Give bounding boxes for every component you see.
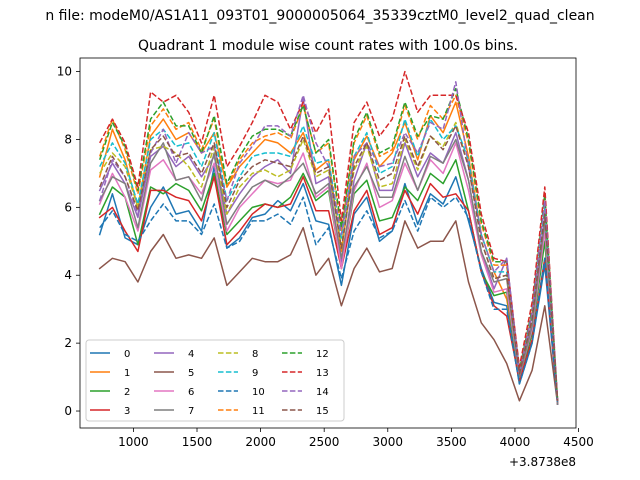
- x-offset-label: +3.8738e8: [509, 455, 576, 469]
- series-line-12: [98, 87, 559, 401]
- y-axis: 0 2 4 6 8 10: [57, 65, 80, 418]
- legend-label-13: 13: [316, 368, 329, 379]
- series-line-9: [99, 118, 559, 401]
- x-tick-label: 2500: [309, 435, 340, 449]
- y-tick-label: 0: [64, 404, 72, 418]
- plot-frame: [79, 57, 577, 429]
- legend-label-15: 15: [316, 406, 329, 417]
- y-tick-label: 6: [64, 200, 72, 214]
- x-tick-label: 3000: [373, 435, 404, 449]
- series-line-7: [98, 138, 559, 406]
- legend-label-14: 14: [316, 387, 329, 398]
- legend-label-10: 10: [252, 387, 265, 398]
- x-tick-label: 4000: [500, 435, 531, 449]
- legend-label-0: 0: [124, 349, 130, 360]
- legend-label-8: 8: [252, 349, 258, 360]
- legend-label-3: 3: [124, 406, 130, 417]
- series-line-5: [98, 220, 559, 406]
- series-line-10: [99, 196, 559, 405]
- legend-label-12: 12: [316, 349, 329, 360]
- series-line-15: [99, 125, 559, 401]
- series-line-13: [99, 70, 559, 401]
- series-layer: [98, 70, 559, 406]
- y-tick-label: 2: [64, 336, 72, 350]
- y-tick-label: 10: [57, 65, 72, 79]
- legend-label-9: 9: [252, 368, 258, 379]
- x-tick-label: 1000: [118, 435, 149, 449]
- x-axis: 1000 1500 2000 2500 3000 3500 4000 4500: [118, 428, 594, 449]
- x-tick-label: 4500: [563, 435, 594, 449]
- y-tick-label: 8: [64, 132, 72, 146]
- chart-title: Quadrant 1 module wise count rates with …: [138, 38, 518, 54]
- x-tick-label: 1500: [182, 435, 213, 449]
- legend-label-2: 2: [124, 387, 130, 398]
- y-tick-label: 4: [64, 268, 72, 282]
- legend-label-6: 6: [188, 387, 194, 398]
- legend-label-7: 7: [188, 406, 194, 417]
- legend-label-1: 1: [124, 368, 130, 379]
- legend-label-5: 5: [188, 368, 194, 379]
- legend-frame: [85, 339, 345, 422]
- legend-label-4: 4: [188, 349, 194, 360]
- x-tick-label: 2000: [245, 435, 276, 449]
- chart-suptitle: n file: modeM0/AS1A11_093T01_9000005064_…: [45, 8, 594, 24]
- legend-label-11: 11: [252, 406, 265, 417]
- x-tick-label: 3500: [436, 435, 467, 449]
- series-line-11: [98, 94, 559, 401]
